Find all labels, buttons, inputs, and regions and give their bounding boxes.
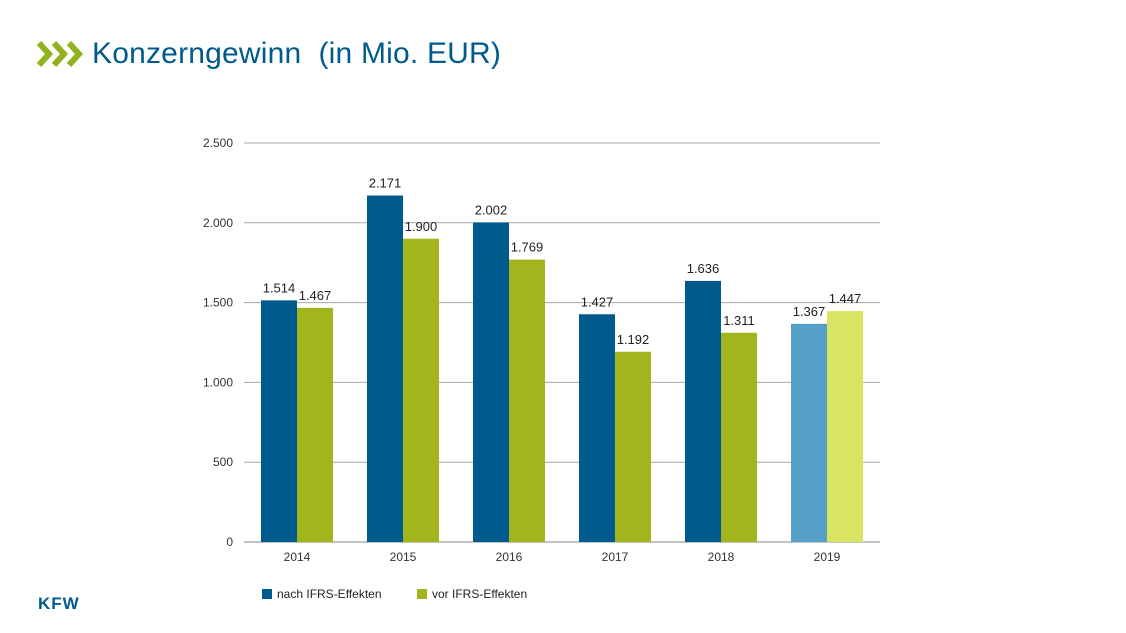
y-tick-label: 500: [213, 455, 233, 469]
data-label: 2.171: [369, 176, 402, 191]
y-tick-label: 2.000: [203, 216, 233, 230]
data-label: 1.367: [793, 304, 826, 319]
data-label: 1.900: [405, 219, 438, 234]
x-tick-label: 2016: [496, 550, 523, 564]
x-tick-label: 2014: [284, 550, 311, 564]
y-tick-label: 1.000: [203, 375, 233, 389]
bar: [509, 259, 545, 542]
data-label: 1.311: [723, 313, 755, 328]
x-tick-label: 2015: [390, 550, 417, 564]
bar: [261, 300, 297, 542]
y-tick-label: 1.500: [203, 296, 233, 310]
data-label: 1.427: [581, 294, 614, 309]
page-title: Konzerngewinn (in Mio. EUR): [92, 37, 502, 70]
data-label: 1.467: [299, 288, 332, 303]
legend-label: vor IFRS-Effekten: [432, 587, 527, 601]
legend-label: nach IFRS-Effekten: [277, 587, 382, 601]
bar: [473, 222, 509, 542]
bar: [403, 238, 439, 542]
bar: [791, 323, 827, 542]
bar: [579, 314, 615, 542]
title-row: Konzerngewinn (in Mio. EUR): [36, 30, 501, 78]
data-label: 1.769: [511, 240, 544, 255]
bar: [367, 195, 403, 542]
x-tick-label: 2019: [814, 550, 841, 564]
bar: [685, 280, 721, 542]
kfw-logo: KFW: [38, 594, 80, 613]
y-tick-label: 2.500: [203, 136, 233, 150]
bar: [615, 351, 651, 542]
x-tick-label: 2018: [708, 550, 735, 564]
legend-swatch: [417, 589, 427, 599]
data-label: 1.636: [687, 261, 720, 276]
bar: [297, 307, 333, 542]
y-tick-label: 0: [226, 535, 233, 549]
data-label: 1.447: [829, 291, 862, 306]
data-label: 1.514: [263, 280, 296, 295]
bar: [827, 311, 863, 542]
chevron-arrows-icon: [36, 40, 84, 68]
x-tick-label: 2017: [602, 550, 629, 564]
bar: [721, 332, 757, 542]
data-label: 1.192: [617, 332, 650, 347]
data-label: 2.002: [475, 202, 508, 217]
legend-swatch: [262, 589, 272, 599]
